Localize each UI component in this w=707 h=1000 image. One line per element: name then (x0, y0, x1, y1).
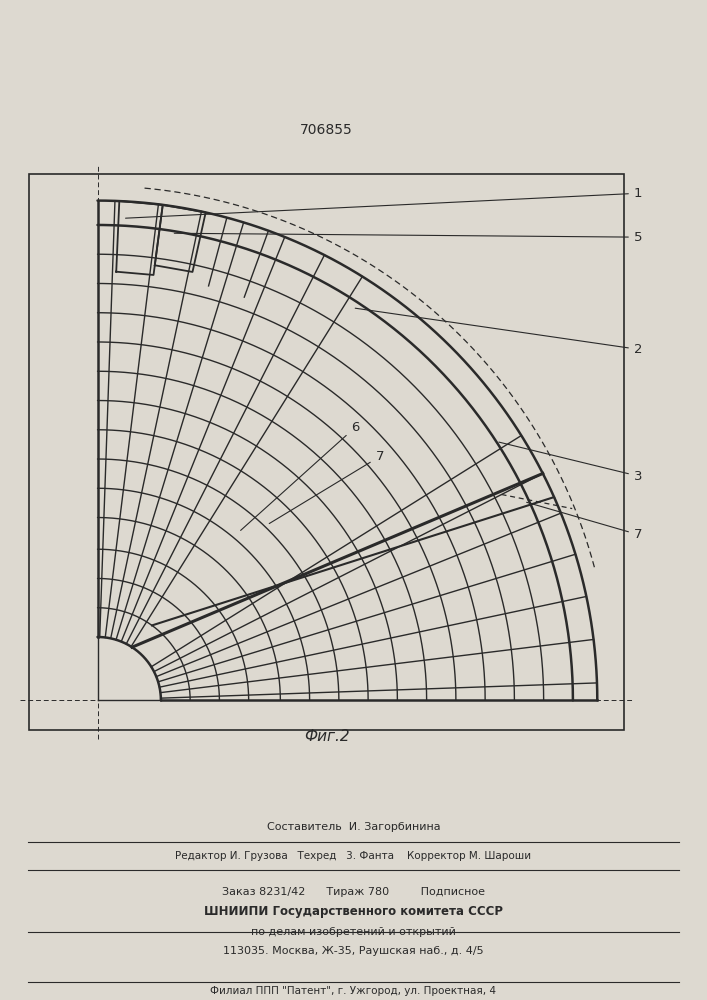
Text: 706855: 706855 (300, 123, 353, 137)
Text: Заказ 8231/42      Тираж 780         Подписное: Заказ 8231/42 Тираж 780 Подписное (222, 887, 485, 897)
Text: по делам изобретений и открытий: по делам изобретений и открытий (251, 927, 456, 937)
Text: 7: 7 (269, 450, 384, 524)
Text: 113035. Москва, Ж-35, Раушская наб., д. 4/5: 113035. Москва, Ж-35, Раушская наб., д. … (223, 946, 484, 956)
Text: 2: 2 (355, 308, 643, 356)
Text: Редактор И. Грузова   Техред   3. Фанта    Корректор М. Шароши: Редактор И. Грузова Техред 3. Фанта Корр… (175, 851, 532, 861)
Text: Составитель  И. Загорбинина: Составитель И. Загорбинина (267, 822, 440, 832)
Text: 6: 6 (240, 421, 359, 530)
Text: 5: 5 (175, 231, 643, 244)
Text: 7: 7 (527, 502, 643, 541)
Text: Фиг.2: Фиг.2 (304, 729, 349, 744)
Text: Филиал ППП "Патент", г. Ужгород, ул. Проектная, 4: Филиал ППП "Патент", г. Ужгород, ул. Про… (211, 986, 496, 996)
Text: ШНИИПИ Государственного комитета СССР: ШНИИПИ Государственного комитета СССР (204, 905, 503, 918)
Bar (29, 174, 624, 730)
Text: 3: 3 (499, 442, 643, 483)
Text: 1: 1 (126, 187, 643, 218)
